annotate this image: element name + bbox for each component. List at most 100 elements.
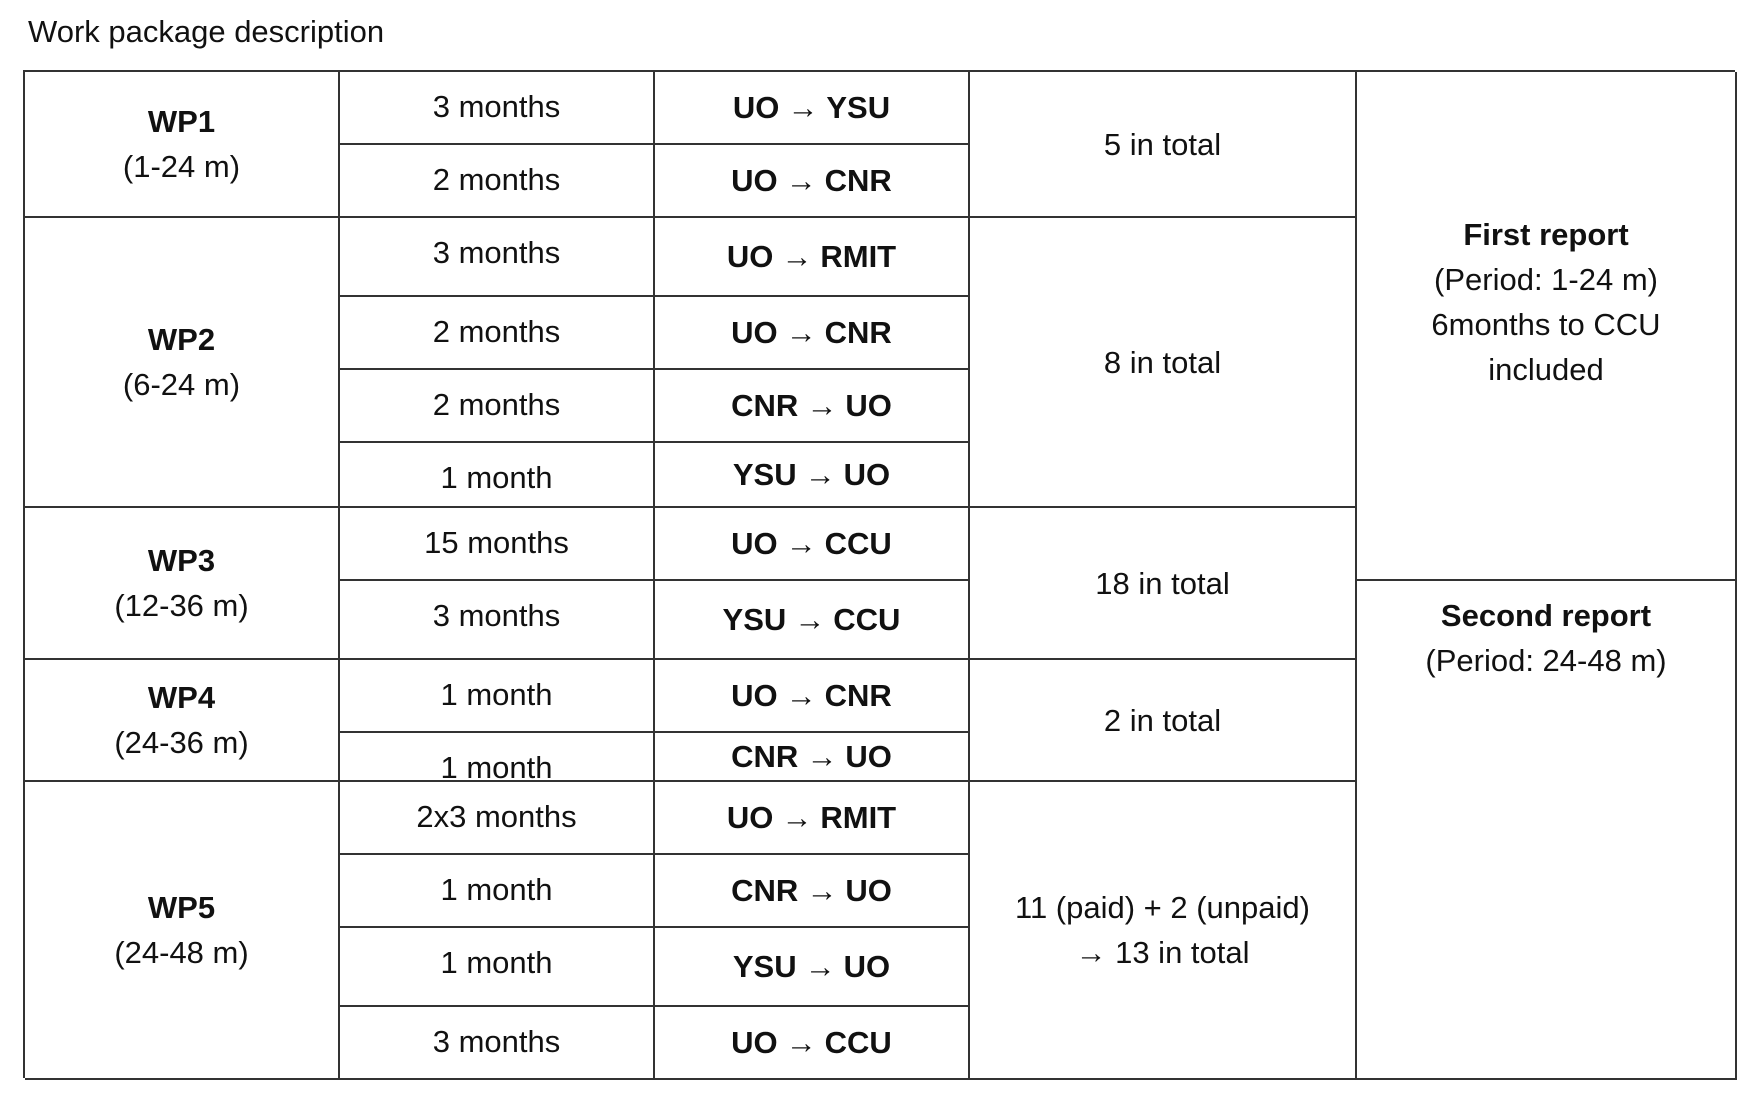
report-cell: Second report (Period: 24-48 m) — [1357, 581, 1737, 1080]
duration-cell: 3 months — [340, 72, 655, 145]
route-cell: UO → CCU — [655, 1007, 970, 1080]
wp-name: WP4 — [147, 680, 216, 715]
duration-text: 3 months — [432, 1024, 561, 1059]
route-to: CCU — [824, 526, 892, 561]
duration-text: 1 month — [440, 460, 553, 495]
route-cell: UO → YSU — [655, 72, 970, 145]
arrow-icon: → — [806, 739, 838, 774]
route-line: UO → RMIT — [727, 795, 896, 840]
route-cell: CNR → UO — [655, 733, 970, 782]
report-line: included — [1488, 352, 1604, 387]
route-from: UO — [731, 315, 778, 350]
duration-cell: 1 month — [340, 928, 655, 1007]
route-from: UO — [726, 239, 774, 274]
route-cell: CNR → UO — [655, 370, 970, 443]
duration-text: 1 month — [440, 677, 553, 712]
duration-cell: 1 month — [340, 660, 655, 733]
page-title: Work package description — [28, 14, 385, 49]
total-text: 8 in total — [1103, 344, 1222, 380]
route-line: UO → RMIT — [727, 234, 896, 279]
route-from: UO — [731, 163, 778, 198]
route-from: UO — [731, 1025, 778, 1060]
arrow-icon: → — [794, 602, 826, 637]
route-from: YSU — [722, 602, 787, 637]
route-line: UO → CCU — [731, 521, 892, 566]
route-from: UO — [731, 678, 778, 713]
arrow-icon: → — [806, 388, 838, 423]
duration-text: 1 month — [440, 750, 553, 785]
route-line: UO → CNR — [731, 158, 892, 203]
route-to: UO — [843, 949, 891, 984]
route-line: UO → CNR — [731, 673, 892, 718]
route-from: UO — [726, 800, 774, 835]
route-to: CCU — [824, 1025, 892, 1060]
total-cell: 2 in total — [970, 660, 1357, 782]
route-cell: YSU → CCU — [655, 581, 970, 660]
route-line: YSU → CCU — [723, 597, 901, 642]
wp-name: WP2 — [147, 322, 216, 357]
route-line: UO → CCU — [731, 1020, 892, 1065]
total-text: 18 in total — [1095, 565, 1230, 601]
route-to: RMIT — [820, 800, 897, 835]
duration-text: 1 month — [440, 945, 553, 980]
duration-cell: 1 month — [340, 855, 655, 928]
route-to: CCU — [833, 602, 901, 637]
route-from: UO — [732, 90, 780, 125]
total-text: 11 (paid) + 2 (unpaid) — [1015, 890, 1310, 925]
route-line: YSU → UO — [733, 452, 890, 497]
report-title: Second report — [1440, 598, 1652, 633]
report-line: (Period: 24-48 m) — [1425, 643, 1667, 678]
duration-text: 2x3 months — [416, 799, 577, 834]
duration-text: 15 months — [424, 525, 569, 560]
arrow-icon: → — [785, 678, 817, 713]
total-cell: 11 (paid) + 2 (unpaid) → 13 in total — [970, 782, 1357, 1080]
wp-cell: WP5 (24-48 m) — [25, 782, 340, 1080]
report-cell: First report (Period: 1-24 m) 6months to C… — [1357, 72, 1737, 581]
wp-name: WP1 — [147, 104, 216, 139]
report-line: (Period: 1-24 m) — [1434, 262, 1658, 297]
route-from: CNR — [731, 388, 799, 423]
route-line: YSU → UO — [733, 944, 890, 989]
arrow-icon: → — [785, 315, 817, 350]
total-text: 5 in total — [1103, 126, 1222, 162]
duration-cell: 15 months — [340, 508, 655, 581]
arrow-icon: → — [804, 949, 836, 984]
route-cell: YSU → UO — [655, 443, 970, 508]
route-to: UO — [845, 739, 892, 774]
wp-period: (6-24 m) — [122, 367, 241, 402]
arrow-icon: → — [785, 526, 817, 561]
duration-text: 2 months — [432, 162, 561, 197]
route-cell: UO → CNR — [655, 145, 970, 218]
total-cell: 8 in total — [970, 218, 1357, 508]
arrow-icon: → — [785, 163, 817, 198]
route-cell: YSU → UO — [655, 928, 970, 1007]
duration-text: 3 months — [432, 89, 561, 124]
duration-cell: 2 months — [340, 370, 655, 443]
route-to: UO — [843, 457, 891, 492]
route-to: RMIT — [820, 239, 897, 274]
route-from: YSU — [732, 949, 797, 984]
duration-cell: 2x3 months — [340, 782, 655, 855]
duration-text: 2 months — [432, 387, 561, 422]
total-cell: 18 in total — [970, 508, 1357, 660]
duration-text: 2 months — [432, 314, 561, 349]
arrow-icon: → — [785, 1025, 817, 1060]
arrow-icon: → — [787, 90, 819, 125]
duration-cell: 3 months — [340, 581, 655, 660]
total-text: 2 in total — [1103, 702, 1222, 738]
report-line: 6months to CCU — [1431, 307, 1661, 342]
route-to: CNR — [824, 315, 892, 350]
route-from: CNR — [731, 739, 799, 774]
wp-period: (24-48 m) — [114, 935, 249, 970]
route-from: UO — [731, 526, 778, 561]
route-to: UO — [845, 388, 892, 423]
route-line: CNR → UO — [731, 868, 892, 913]
route-to: CNR — [824, 163, 892, 198]
wp-cell: WP4 (24-36 m) — [25, 660, 340, 782]
route-cell: CNR → UO — [655, 855, 970, 928]
route-from: CNR — [731, 873, 799, 908]
route-cell: UO → RMIT — [655, 782, 970, 855]
duration-text: 3 months — [432, 598, 561, 633]
wp-cell: WP1 (1-24 m) — [25, 72, 340, 218]
route-line: UO → CNR — [731, 310, 892, 355]
